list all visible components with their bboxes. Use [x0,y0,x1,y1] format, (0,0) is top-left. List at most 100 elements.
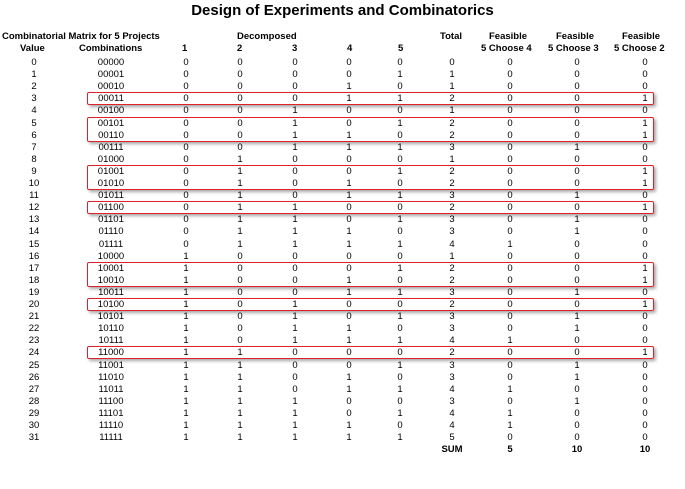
cell-value: 16 [28,250,40,262]
cell-project-4: 1 [346,81,352,93]
cell-choose-4: 0 [507,117,513,129]
cell-choose-3: 0 [574,383,580,395]
cell-project-3: 1 [292,214,298,226]
cell-total: 3 [449,214,455,226]
header-project-2: 2 [237,43,243,54]
cell-choose-2: 0 [642,407,648,419]
cell-choose-3: 0 [574,117,580,129]
cell-project-4: 0 [346,202,352,214]
cell-choose-3: 0 [574,178,580,189]
cell-project-4: 0 [346,262,352,274]
cell-value: 12 [28,202,40,214]
cell-choose-3: 0 [574,57,580,68]
cell-choose-2: 0 [642,359,648,371]
cell-project-1: 1 [183,262,189,274]
cell-project-1: 1 [183,250,189,262]
cell-project-3: 0 [292,165,298,177]
cell-project-1: 0 [183,93,189,105]
cell-project-4: 0 [346,165,352,177]
cell-choose-3: 1 [574,311,580,323]
cell-combination: 11011 [98,383,124,395]
cell-project-4: 1 [346,93,352,105]
cell-choose-3: 0 [574,238,580,250]
cell-project-1: 0 [183,57,189,68]
header-project-3: 3 [292,43,298,54]
cell-combination: 10110 [98,323,124,335]
cell-total: 1 [449,105,455,117]
cell-combination: 11001 [98,359,124,371]
cell-total: 1 [449,69,455,81]
cell-choose-2: 1 [642,274,648,286]
cell-choose-2: 0 [642,238,648,250]
cell-total: 2 [449,165,455,177]
cell-combination: 11110 [98,420,124,431]
cell-project-2: 1 [237,153,243,165]
cell-project-5: 1 [397,286,403,298]
cell-choose-2: 0 [642,81,648,93]
cell-project-5: 0 [397,129,403,141]
cell-choose-4: 0 [507,262,513,274]
cell-project-1: 1 [183,335,189,347]
cell-choose-4: 0 [507,202,513,214]
cell-combination: 10001 [97,262,125,274]
cell-project-2: 1 [237,407,243,419]
cell-choose-2: 1 [642,202,648,214]
header-decomposed: Decomposed [237,31,297,42]
cell-choose-3: 1 [574,141,580,153]
cell-combination: 11000 [98,347,124,359]
cell-value: 29 [28,407,40,419]
cell-choose-2: 0 [642,69,648,81]
cell-project-2: 1 [237,359,243,371]
cell-choose-3: 0 [574,262,580,274]
cell-project-4: 0 [346,311,352,323]
cell-project-1: 1 [183,371,189,383]
cell-choose-3: 0 [574,129,580,141]
cell-project-1: 0 [183,178,189,189]
cell-project-1: 1 [183,432,189,444]
cell-project-1: 0 [183,165,189,177]
cell-project-5: 1 [397,432,403,444]
cell-combination: 01101 [98,214,124,226]
cell-project-2: 0 [237,250,243,262]
cell-project-4: 0 [346,407,352,419]
cell-combination: 00110 [98,129,124,141]
cell-value: 13 [28,214,40,226]
cell-project-2: 0 [237,69,243,81]
cell-combination: 01001 [97,165,125,177]
cell-project-3: 1 [292,299,298,310]
cell-total: 2 [449,347,455,359]
cell-choose-3: 0 [574,335,580,347]
cell-project-2: 1 [237,190,243,202]
cell-project-5: 1 [397,407,403,419]
cell-project-5: 0 [397,274,403,286]
cell-value: 7 [31,141,37,153]
cell-project-1: 0 [183,214,189,226]
page-title: Design of Experiments and Combinatorics [191,2,494,19]
cell-value: 5 [31,117,37,129]
cell-project-3: 0 [292,347,298,359]
cell-project-3: 1 [292,117,298,129]
cell-project-1: 0 [183,238,189,250]
cell-choose-3: 1 [574,323,580,335]
cell-total: 4 [449,238,455,250]
cell-project-5: 1 [397,141,403,153]
cell-choose-3: 0 [574,69,580,81]
cell-choose-4: 0 [507,214,513,226]
cell-project-1: 0 [183,81,189,93]
cell-project-4: 1 [346,286,352,298]
cell-choose-3: 0 [574,202,580,214]
cell-project-4: 0 [346,214,352,226]
cell-project-1: 1 [183,420,189,431]
cell-project-2: 0 [237,299,243,310]
cell-total: 2 [449,202,455,214]
header-total: Total [440,31,462,42]
cell-project-3: 0 [292,69,298,81]
cell-choose-3: 0 [574,153,580,165]
cell-project-4: 1 [346,335,352,347]
cell-combination: 10011 [98,286,124,298]
cell-value: 28 [28,395,40,407]
header-value: Value [20,43,45,54]
cell-total: 4 [449,420,455,431]
cell-choose-4: 0 [507,69,513,81]
cell-choose-3: 0 [574,420,580,431]
